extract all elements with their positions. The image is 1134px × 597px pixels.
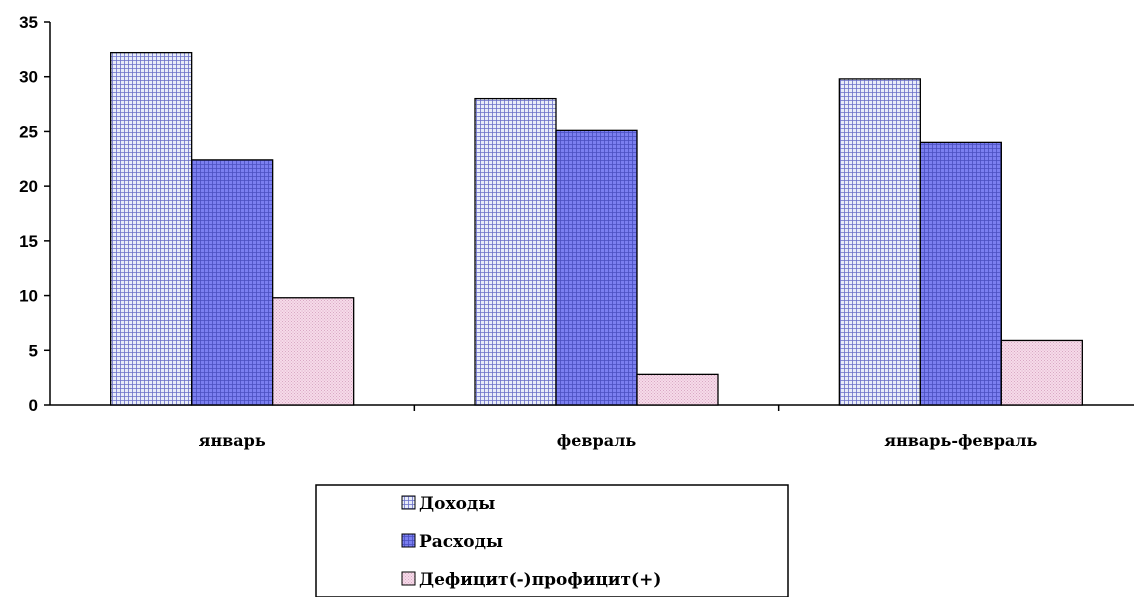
category-labels: январь февраль январь-февраль <box>199 431 1038 450</box>
bar-3-3 <box>1000 339 1083 406</box>
bar-1-1 <box>110 51 193 406</box>
y-tick-label: 0 <box>29 396 38 415</box>
bars <box>110 51 1083 406</box>
legend-label: Дефицит(-)профицит(+) <box>419 570 661 590</box>
legend-label: Доходы <box>419 494 495 514</box>
bar-2-2 <box>555 129 638 406</box>
y-tick-label: 30 <box>19 68 38 87</box>
y-tick-label: 5 <box>29 341 38 360</box>
y-tick-label: 20 <box>19 177 38 196</box>
bar-2-1 <box>191 159 274 406</box>
legend-swatch <box>401 571 416 586</box>
bar-1-3 <box>838 78 921 406</box>
legend-label: Расходы <box>419 532 503 552</box>
legend-swatch <box>401 495 416 510</box>
x-category-label: январь <box>199 431 266 450</box>
bar-3-2 <box>636 373 719 406</box>
legend: Доходы Расходы Дефицит(-)профицит(+) <box>315 484 789 597</box>
bar-3-1 <box>272 297 355 406</box>
y-tick-label: 25 <box>19 122 38 141</box>
bar-2-3 <box>919 141 1002 406</box>
x-category-label: январь-февраль <box>884 431 1037 450</box>
y-tick-label: 10 <box>19 287 38 306</box>
y-tick-label: 15 <box>19 232 38 251</box>
y-tick-label: 35 <box>19 13 38 32</box>
legend-swatch <box>401 533 416 548</box>
x-category-label: февраль <box>557 431 637 450</box>
bar-1-2 <box>474 97 557 406</box>
legend-box <box>315 484 789 597</box>
